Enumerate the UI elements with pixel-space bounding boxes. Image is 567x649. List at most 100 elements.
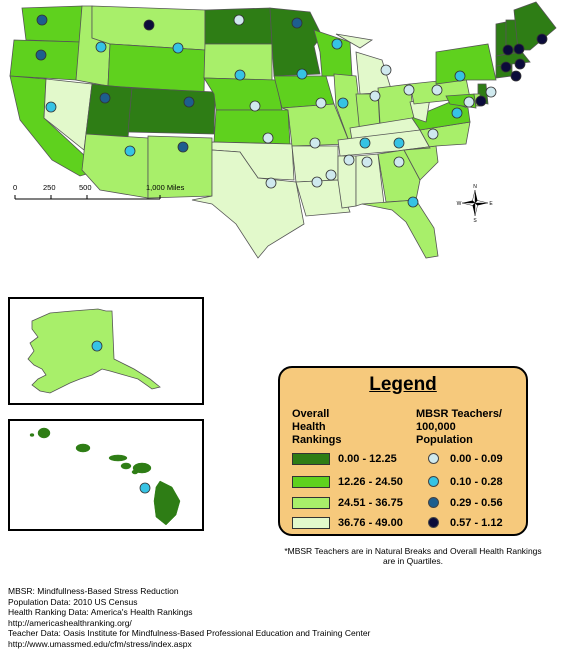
us-map: N S E W [0, 0, 567, 260]
credit-line: MBSR: Mindfullness-Based Stress Reductio… [8, 586, 370, 597]
legend-health-heading: Overall Health Rankings [292, 408, 342, 447]
legend-health-label: 0.00 - 12.25 [338, 453, 397, 465]
legend-dot [428, 453, 439, 464]
credit-line: http://americashealthranking.org/ [8, 618, 370, 629]
mbsr-dot [381, 65, 391, 75]
legend-dot [428, 476, 439, 487]
mbsr-dot [178, 142, 188, 152]
mbsr-dot [316, 98, 326, 108]
legend-mbsr-label: 0.57 - 1.12 [450, 517, 503, 529]
compass-s: S [473, 218, 477, 224]
mbsr-dot [100, 93, 110, 103]
mbsr-dot [501, 62, 511, 72]
legend: Legend Overall Health Rankings MBSR Teac… [278, 366, 528, 536]
credit-line: Health Ranking Data: America's Health Ra… [8, 607, 370, 618]
mbsr-dot [394, 157, 404, 167]
data-credits: MBSR: Mindfullness-Based Stress Reductio… [8, 586, 370, 649]
mbsr-dot [125, 146, 135, 156]
legend-mbsr-label: 0.10 - 0.28 [450, 476, 503, 488]
mbsr-dot [514, 44, 524, 54]
legend-title: Legend [280, 374, 526, 396]
legend-health-label: 24.51 - 36.75 [338, 497, 403, 509]
mbsr-dot [486, 87, 496, 97]
legend-mbsr-heading: MBSR Teachers/ 100,000 Population [416, 408, 502, 447]
mbsr-dot [511, 71, 521, 81]
mbsr-dot [144, 20, 154, 30]
mbsr-dot [235, 70, 245, 80]
legend-swatch [292, 476, 330, 488]
legend-dot [428, 497, 439, 508]
state-utah [86, 84, 132, 138]
mbsr-dot [140, 483, 150, 493]
mbsr-dot [428, 129, 438, 139]
mbsr-dot [464, 97, 474, 107]
scale-bar: 0 250 500 1,000 Miles [10, 183, 180, 207]
legend-health-label: 36.76 - 49.00 [338, 517, 403, 529]
mbsr-dot [36, 50, 46, 60]
credit-line: http://www.umassmed.edu/cfm/stress/index… [8, 639, 370, 649]
state-colorado [128, 88, 215, 134]
mbsr-dot [394, 138, 404, 148]
mbsr-dot [310, 138, 320, 148]
legend-health-label: 12.26 - 24.50 [338, 476, 403, 488]
mbsr-dot [250, 101, 260, 111]
mbsr-dot [476, 96, 486, 106]
state-hawaii [30, 428, 180, 525]
mbsr-dot [455, 71, 465, 81]
mbsr-dot [452, 108, 462, 118]
state-kansas [214, 110, 290, 144]
hawaii-inset [8, 419, 204, 531]
legend-dot [428, 517, 439, 528]
legend-row: 0.00 - 12.25 0.00 - 0.09 [280, 453, 526, 467]
credit-line: Teacher Data: Oasis Institute for Mindfu… [8, 628, 370, 639]
mbsr-dot [432, 85, 442, 95]
legend-row: 36.76 - 49.00 0.57 - 1.12 [280, 517, 526, 531]
state-nebraska [204, 78, 282, 110]
mbsr-dot [503, 45, 513, 55]
legend-swatch [292, 453, 330, 465]
mbsr-dot [234, 15, 244, 25]
compass-e: E [489, 201, 493, 207]
mbsr-dot [184, 97, 194, 107]
mbsr-dot [266, 178, 276, 188]
compass-w: W [457, 201, 462, 207]
mbsr-dot [338, 98, 348, 108]
mbsr-dot [370, 91, 380, 101]
state-new-york [436, 44, 496, 84]
mbsr-dot [92, 341, 102, 351]
legend-mbsr-label: 0.29 - 0.56 [450, 497, 503, 509]
mbsr-dot [360, 138, 370, 148]
state-washington [22, 6, 82, 42]
mbsr-dot [404, 85, 414, 95]
mbsr-dot [537, 34, 547, 44]
footnote: *MBSR Teachers are in Natural Breaks and… [282, 546, 544, 566]
mbsr-dot [263, 133, 273, 143]
mbsr-dot [37, 15, 47, 25]
legend-row: 24.51 - 36.75 0.29 - 0.56 [280, 497, 526, 511]
state-wyoming [108, 44, 205, 92]
mbsr-dot [173, 43, 183, 53]
state-florida [362, 200, 438, 258]
mbsr-dot [297, 69, 307, 79]
compass-rose-icon: N S E W [457, 184, 494, 224]
state-maine [514, 2, 556, 50]
legend-row: 12.26 - 24.50 0.10 - 0.28 [280, 476, 526, 490]
mbsr-dot [326, 170, 336, 180]
state-alaska [28, 309, 160, 393]
compass-n: N [473, 184, 477, 190]
mbsr-dot [344, 155, 354, 165]
mbsr-dot [292, 18, 302, 28]
state-north-dakota [205, 8, 272, 44]
legend-swatch [292, 497, 330, 509]
mbsr-dot [515, 59, 525, 69]
credit-line: Population Data: 2010 US Census [8, 597, 370, 608]
mbsr-dot [362, 157, 372, 167]
legend-swatch [292, 517, 330, 529]
state-oregon [10, 40, 80, 80]
alaska-inset [8, 297, 204, 405]
mbsr-dot [312, 177, 322, 187]
legend-mbsr-label: 0.00 - 0.09 [450, 453, 503, 465]
mbsr-dot [408, 197, 418, 207]
mbsr-dot [332, 39, 342, 49]
mbsr-dot [46, 102, 56, 112]
